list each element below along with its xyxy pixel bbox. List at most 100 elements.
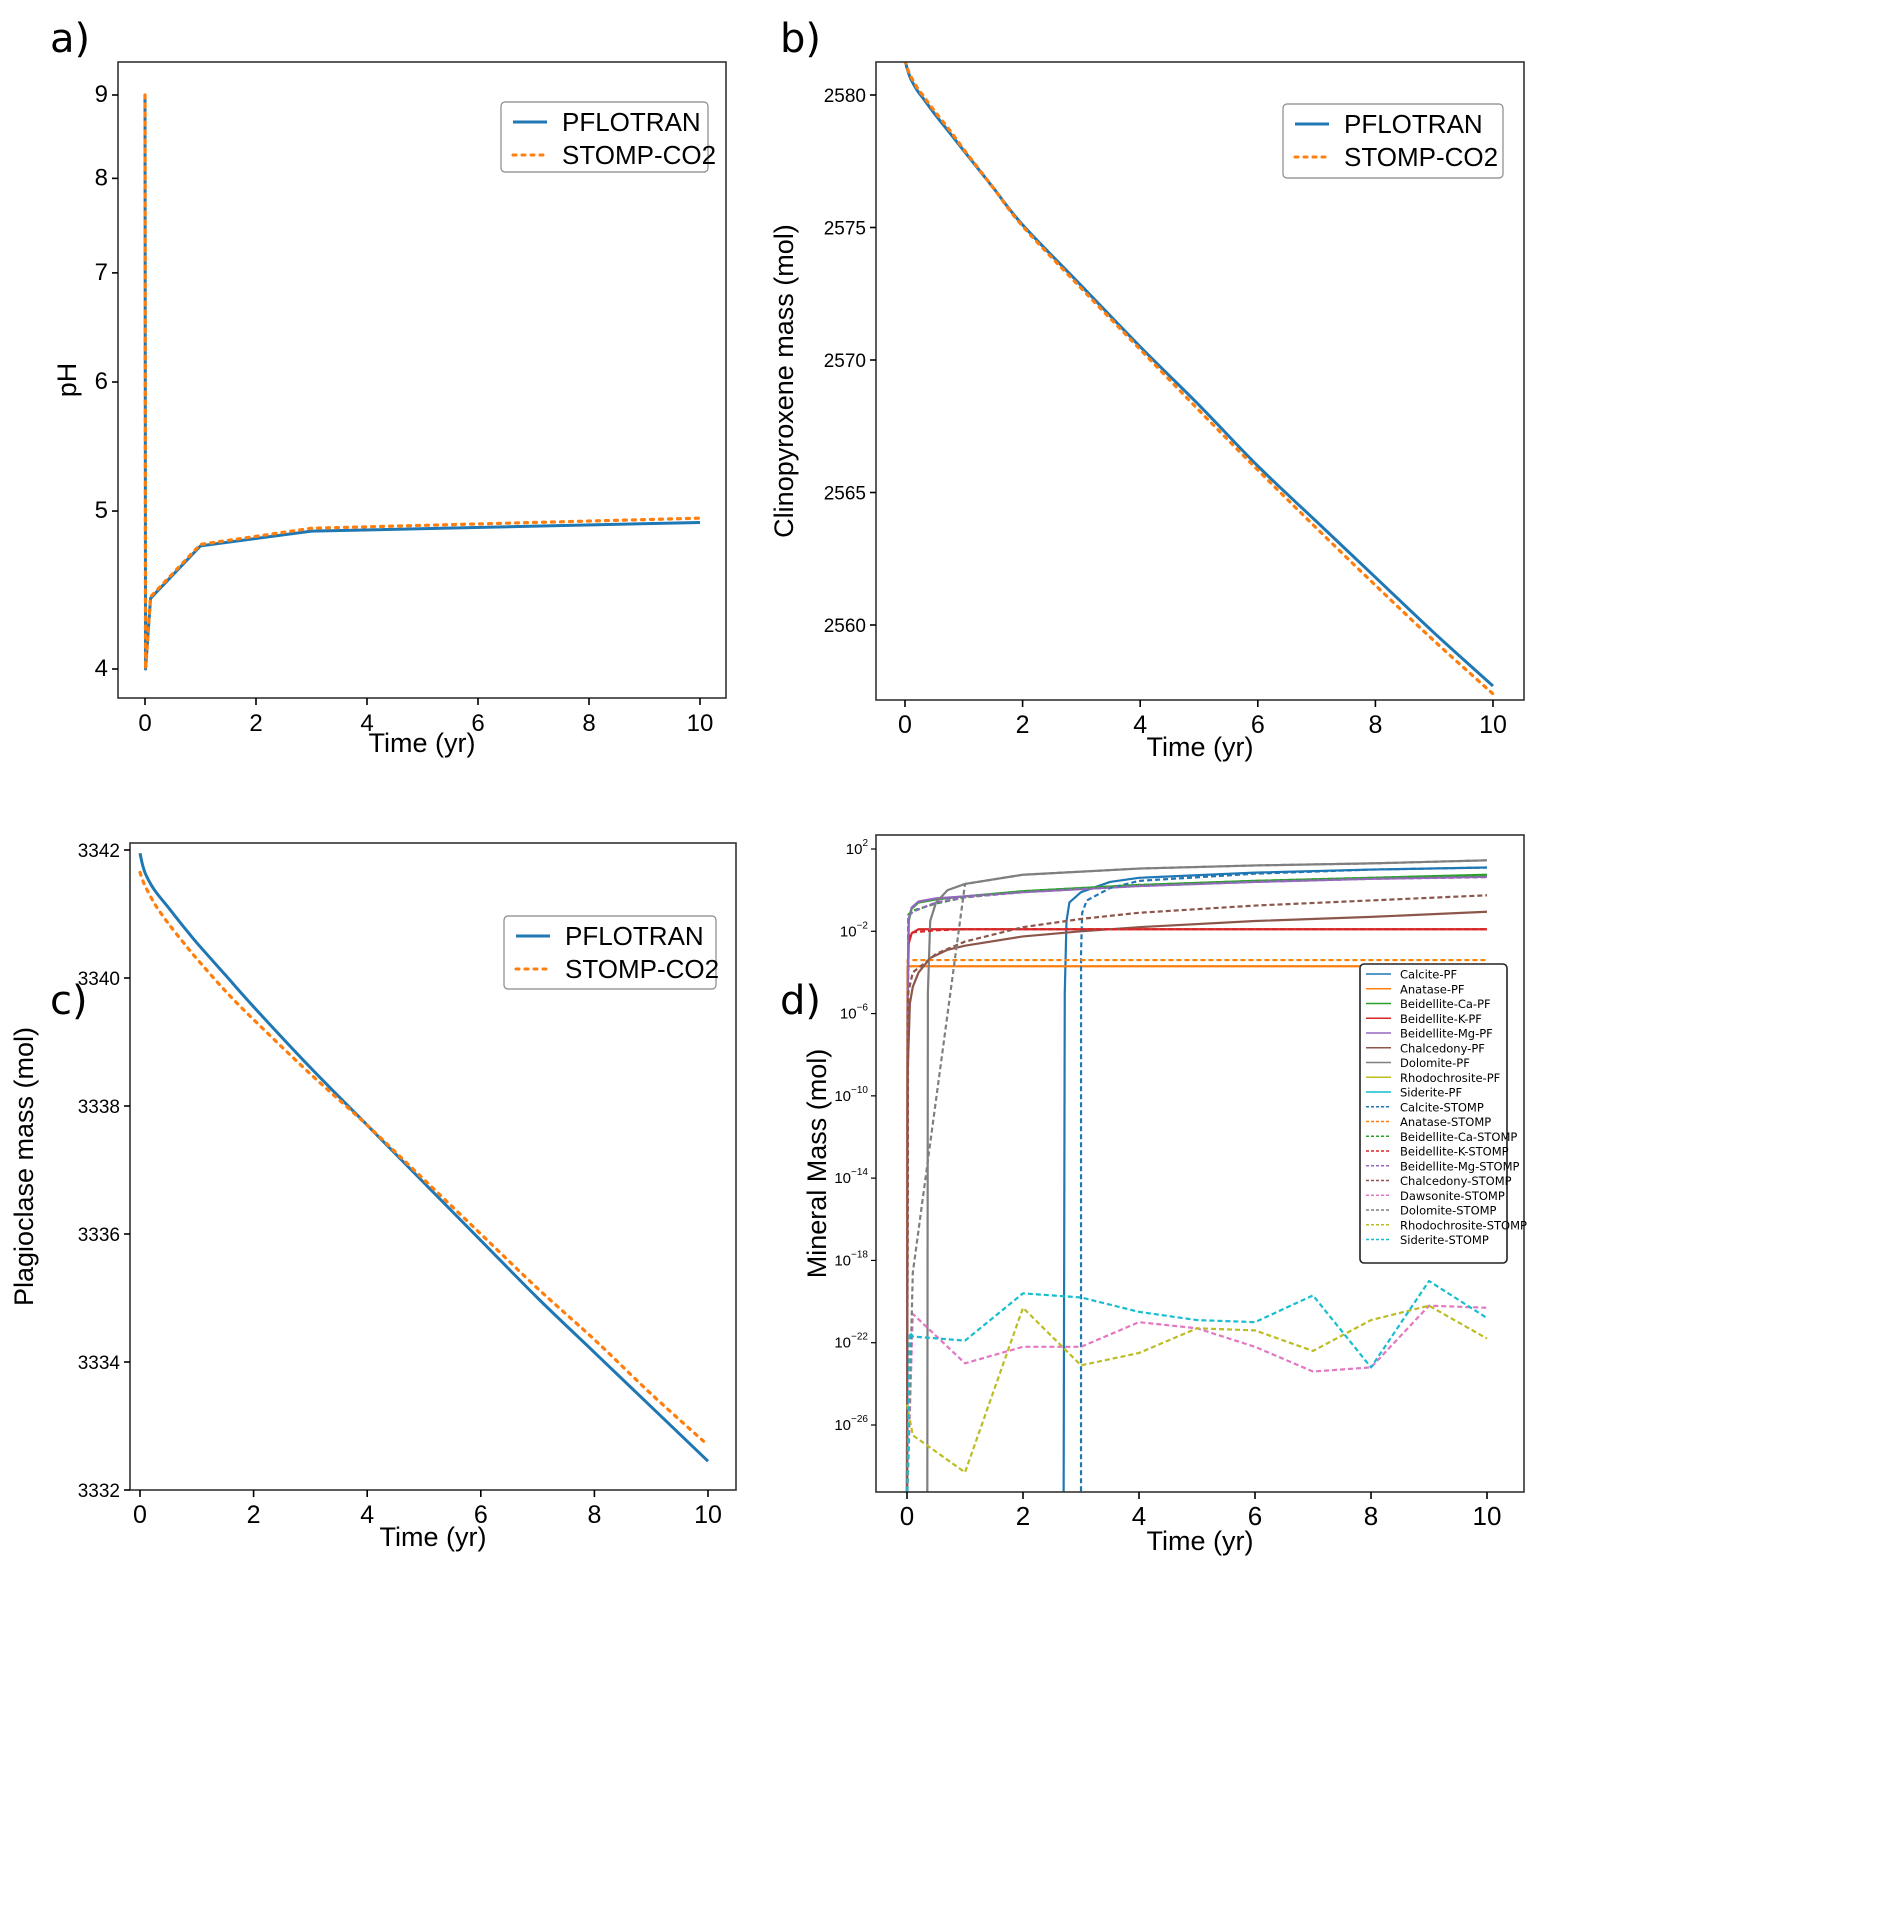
panel-label: b) bbox=[780, 16, 821, 62]
legend-item: Anatase-STOMP bbox=[1366, 1115, 1491, 1129]
series-line-chalcedony-stomp bbox=[905, 894, 1488, 1492]
legend-box bbox=[503, 915, 717, 990]
legend-item: STOMP-CO2 bbox=[511, 140, 716, 170]
y-tick-label: 10−18 bbox=[834, 1249, 868, 1269]
y-tick-label: 8 bbox=[95, 164, 108, 191]
legend-label: Rhodochrosite-STOMP bbox=[1400, 1218, 1527, 1232]
x-axis-label: Time (yr) bbox=[380, 1522, 487, 1552]
x-tick-label: 6 bbox=[1251, 711, 1265, 739]
legend-item: Siderite-STOMP bbox=[1366, 1233, 1489, 1247]
x-tick-label: 4 bbox=[1132, 1501, 1146, 1531]
series-line-dolomite-stomp bbox=[906, 859, 1488, 1492]
legend-item: PFLOTRAN bbox=[1295, 109, 1483, 139]
legend-label: Beidellite-K-STOMP bbox=[1400, 1145, 1509, 1159]
legend-box bbox=[1359, 963, 1508, 1264]
legend-item: Rhodochrosite-PF bbox=[1366, 1071, 1500, 1085]
x-tick-label: 10 bbox=[694, 1501, 722, 1529]
legend-label: Anatase-PF bbox=[1400, 982, 1465, 996]
legend-item: Chalcedony-STOMP bbox=[1366, 1174, 1512, 1188]
panel-b: b) 0 2 4 6 8 10 2560 2565 2570 2575 2580 Time (yr) Cl… bbox=[769, 16, 1525, 762]
legend-item: Anatase-PF bbox=[1366, 982, 1465, 996]
y-tick-label: 10−6 bbox=[840, 1003, 869, 1023]
legend-item: Dawsonite-STOMP bbox=[1366, 1189, 1505, 1203]
legend-item: PFLOTRAN bbox=[513, 107, 701, 137]
y-tick-label: 2560 bbox=[824, 616, 866, 637]
y-axis-label: Plagioclase mass (mol) bbox=[9, 1027, 39, 1306]
y-tick-label: 10−10 bbox=[834, 1085, 868, 1105]
legend-box bbox=[500, 101, 709, 173]
legend-label: Beidellite-Mg-PF bbox=[1400, 1027, 1493, 1041]
x-tick-label: 4 bbox=[360, 1501, 374, 1529]
y-tick-label: 2570 bbox=[824, 351, 866, 372]
y-tick-label: 3334 bbox=[78, 1353, 121, 1374]
x-tick-label: 8 bbox=[582, 710, 595, 737]
y-tick-label: 10−14 bbox=[834, 1167, 868, 1187]
legend-item: Beidellite-Mg-STOMP bbox=[1366, 1159, 1520, 1173]
legend-label: Rhodochrosite-PF bbox=[1400, 1071, 1500, 1085]
y-tick-label: 10−26 bbox=[834, 1414, 868, 1434]
axes-frame bbox=[875, 61, 1525, 701]
y-tick-label: 3336 bbox=[78, 1225, 120, 1246]
y-tick-label: 3332 bbox=[78, 1481, 120, 1502]
legend-item: Dolomite-STOMP bbox=[1366, 1204, 1497, 1218]
legend-item: Beidellite-K-PF bbox=[1366, 1012, 1482, 1026]
series-line-rhodochrosite-stomp bbox=[905, 1304, 1488, 1474]
series-group bbox=[903, 62, 1495, 696]
legend-label: Dolomite-PF bbox=[1400, 1056, 1470, 1070]
legend-label: Chalcedony-STOMP bbox=[1400, 1174, 1512, 1188]
legend: Calcite-PFAnatase-PFBeidellite-Ca-PFBeid… bbox=[1359, 963, 1527, 1264]
y-tick-label: 5 bbox=[95, 497, 108, 524]
legend-label: STOMP-CO2 bbox=[565, 954, 719, 984]
series-line-pflotran bbox=[143, 94, 701, 671]
legend-label: PFLOTRAN bbox=[562, 107, 701, 137]
x-tick-label: 8 bbox=[1364, 1501, 1378, 1531]
x-tick-label: 4 bbox=[360, 710, 373, 737]
legend-item: Calcite-PF bbox=[1366, 968, 1457, 982]
legend-label: Chalcedony-PF bbox=[1400, 1041, 1485, 1055]
series-line-dawsonite-stomp bbox=[906, 1304, 1488, 1492]
legend-label: Siderite-STOMP bbox=[1400, 1233, 1489, 1247]
x-tick-label: 2 bbox=[249, 710, 262, 737]
legend-item: Rhodochrosite-STOMP bbox=[1366, 1218, 1527, 1232]
series-group bbox=[143, 93, 702, 671]
panel-a: a) 0 2 4 6 8 10 4 5 6 7 8 9 Time (yr) pH PFLOTRANSTOMP-… bbox=[50, 16, 727, 758]
y-axis-label: pH bbox=[52, 363, 82, 398]
panel-label: d) bbox=[780, 978, 821, 1024]
legend-label: Beidellite-K-PF bbox=[1400, 1012, 1482, 1026]
legend-item: STOMP-CO2 bbox=[1293, 142, 1498, 172]
y-tick-label: 4 bbox=[95, 655, 108, 682]
x-tick-label: 10 bbox=[1473, 1501, 1502, 1531]
series-line-calcite-stomp bbox=[1079, 866, 1488, 1492]
legend-label: Beidellite-Mg-STOMP bbox=[1400, 1159, 1520, 1173]
y-tick-label: 9 bbox=[95, 81, 108, 108]
y-tick-label: 3338 bbox=[78, 1097, 120, 1118]
x-tick-label: 6 bbox=[1248, 1501, 1262, 1531]
panel-d: d) 0 2 4 6 8 10 102 10−2 10−6 10−10 10−14 10−18 10−22… bbox=[780, 834, 1527, 1556]
series-line-stomp-co2 bbox=[143, 93, 702, 671]
y-tick-label: 2575 bbox=[824, 219, 866, 240]
legend-label: Siderite-PF bbox=[1400, 1086, 1462, 1100]
legend-label: Dolomite-STOMP bbox=[1400, 1204, 1497, 1218]
legend-item: PFLOTRAN bbox=[516, 921, 704, 951]
x-tick-label: 6 bbox=[471, 710, 484, 737]
axes-frame bbox=[129, 842, 737, 1491]
legend-label: Beidellite-Ca-PF bbox=[1400, 997, 1491, 1011]
legend-label: Calcite-PF bbox=[1400, 968, 1457, 982]
legend-item: Beidellite-Ca-STOMP bbox=[1366, 1130, 1517, 1144]
x-tick-label: 8 bbox=[587, 1501, 601, 1529]
x-tick-label: 0 bbox=[898, 711, 912, 739]
y-tick-label: 2565 bbox=[824, 484, 866, 505]
series-line-beidellite-mg-stomp bbox=[905, 876, 1488, 1492]
x-tick-label: 6 bbox=[474, 1501, 488, 1529]
y-axis-label: Clinopyroxene mass (mol) bbox=[769, 224, 799, 538]
x-tick-label: 2 bbox=[1016, 1501, 1030, 1531]
x-tick-label: 8 bbox=[1368, 711, 1382, 739]
x-tick-label: 0 bbox=[138, 710, 151, 737]
y-tick-label: 7 bbox=[95, 259, 108, 286]
x-axis-label: Time (yr) bbox=[1147, 732, 1254, 762]
x-axis-label: Time (yr) bbox=[1147, 1526, 1254, 1556]
legend-item: Dolomite-PF bbox=[1366, 1056, 1470, 1070]
x-tick-label: 0 bbox=[900, 1501, 914, 1531]
